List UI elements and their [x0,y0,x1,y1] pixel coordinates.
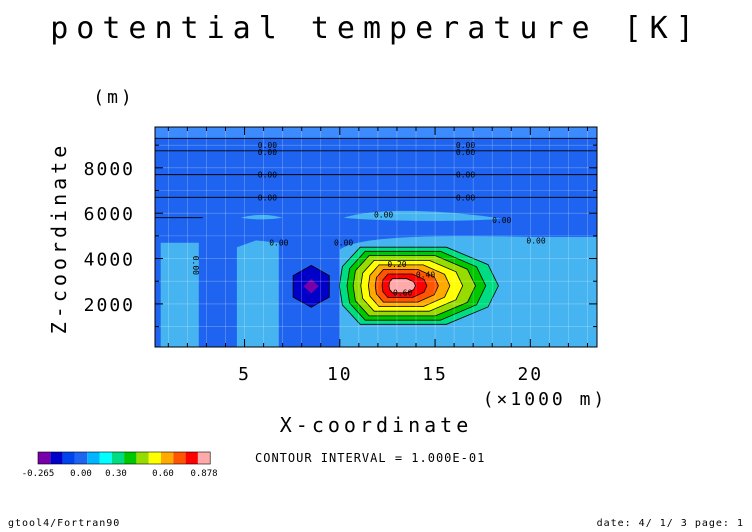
y-axis-unit: (m) [93,87,135,108]
warm-anomaly-level-8 [388,278,416,294]
contour-label: 0.00 [456,193,475,202]
y-tick-labels: 2000 4000 6000 8000 [84,159,135,316]
field-small-lens [240,214,283,220]
colorbar-swatch [185,452,198,464]
colorbar-label: 0.60 [152,469,174,479]
contour-label: 0.00 [258,148,277,157]
contour-label: 0.00 [258,193,277,202]
footer-date-page: date: 4/ 1/ 3 page: 1 [597,518,744,529]
y-tick-label: 2000 [84,295,135,316]
plot-area: 0.000.000.000.000.000.000.000.000.000.00… [155,127,597,347]
field-left-column [160,242,199,347]
colorbar-label: 0.00 [70,469,92,479]
contour-label: 0.00 [526,236,545,245]
colorbar-swatch [161,452,174,464]
contour-label: 0.00 [191,256,200,275]
contour-label: 0.00 [456,171,475,180]
y-tick-label: 8000 [84,159,135,180]
x-axis-label: X-coordinate [280,413,473,437]
field-top-band [155,127,597,139]
contour-label: 0.00 [269,239,288,248]
colorbar-swatch [173,452,186,464]
colorbar-swatch [197,452,211,464]
contour-labels: 0.000.000.000.000.000.000.000.000.000.00… [191,141,546,297]
colorbar-labels: -0.265 0.00 0.30 0.60 0.878 [22,469,218,479]
colorbar-swatch [148,452,161,464]
contour-label: 0.00 [258,141,277,150]
colorbar-label: 0.30 [105,469,127,479]
colorbar-swatch [99,452,112,464]
footer-program: gtool4/Fortran90 [8,518,120,529]
contour-label: 0.00 [492,216,511,225]
colorbar-swatch [62,452,75,464]
x-tick-labels: 5 10 15 20 [238,364,543,385]
field-mid-column [236,240,279,347]
x-tick-label: 10 [327,364,353,385]
colorbar-frame [37,451,211,465]
colorbar-swatch [50,452,63,464]
contour-label: 0.40 [416,270,435,279]
contour-label: 0.00 [456,148,475,157]
cold-anomaly-core [303,279,319,294]
contour-label: 0.00 [258,171,277,180]
contour-label: 0.20 [387,260,406,269]
plot-frame [154,126,598,348]
colorbar-swatch [111,452,125,464]
contour-label: 0.00 [374,210,393,219]
colorbar-label: 0.878 [190,469,217,479]
contour-label: 0.00 [456,141,475,150]
colorbar [37,451,211,465]
contour-lines [155,137,597,219]
colorbar-swatch [136,452,149,464]
x-tick-label: 15 [422,364,448,385]
y-axis-label: Z-coordinate [47,142,71,335]
x-tick-label: 5 [238,364,251,385]
axes [154,126,598,348]
colorbar-swatch [124,452,137,464]
chart-title: potential temperature [K] [50,11,702,46]
filled-contours [155,127,597,347]
x-axis-unit: (×1000 m) [483,389,608,410]
colorbar-label: -0.265 [22,469,55,479]
grid-lines [155,127,597,347]
colorbar-swatch [74,452,88,464]
colorbar-swatch [38,452,51,464]
contour-interval-text: CONTOUR INTERVAL = 1.000E-01 [255,451,485,465]
x-tick-label: 20 [517,364,543,385]
field-upper-lens [343,210,502,221]
contour-label: 0.60 [393,289,412,298]
y-tick-label: 6000 [84,204,135,225]
y-tick-label: 4000 [84,250,135,271]
colorbar-swatch [87,452,100,464]
contour-label: 0.00 [334,239,353,248]
